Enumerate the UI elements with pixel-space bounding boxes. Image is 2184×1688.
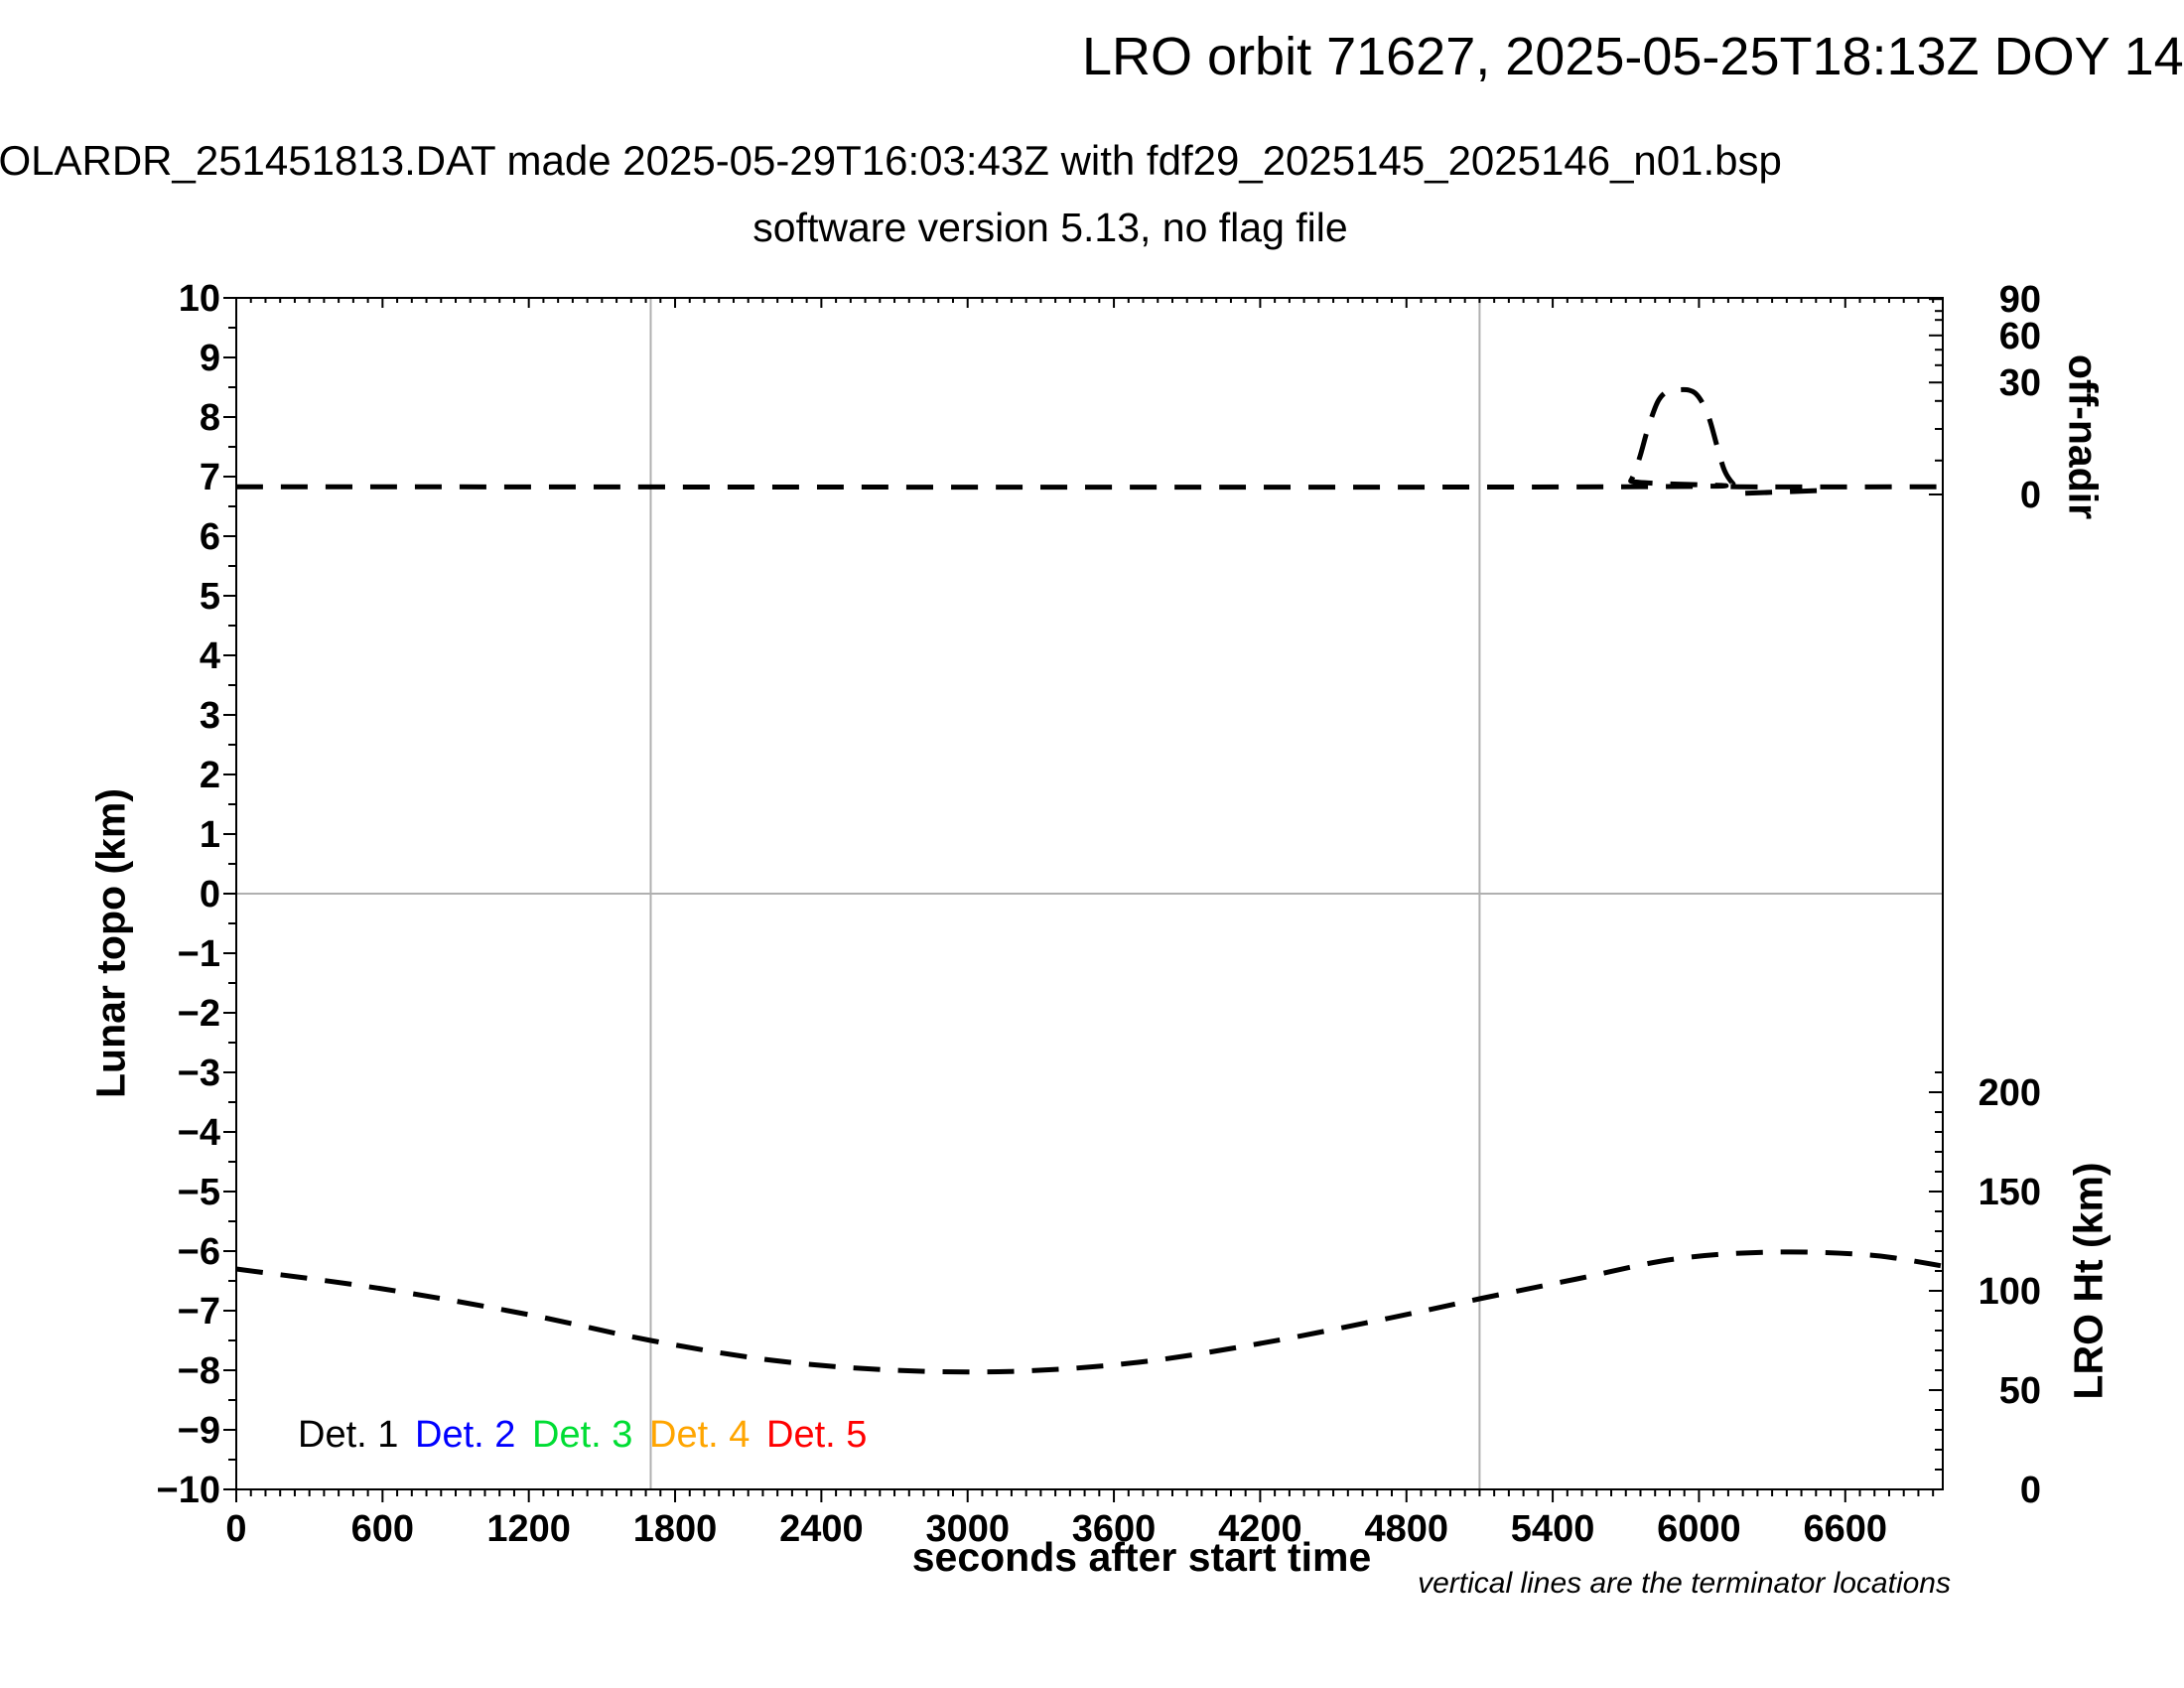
svg-text:150: 150 xyxy=(1979,1172,2041,1213)
svg-text:0: 0 xyxy=(200,874,220,915)
y-axis-height-ticks: 0 50 100 150 200 xyxy=(1929,1071,2041,1511)
svg-text:50: 50 xyxy=(1999,1370,2041,1412)
svg-text:−2: −2 xyxy=(178,993,220,1035)
svg-text:−4: −4 xyxy=(178,1112,220,1154)
svg-text:3000: 3000 xyxy=(925,1508,1010,1550)
svg-text:0: 0 xyxy=(2020,1470,2041,1511)
svg-text:7: 7 xyxy=(200,457,220,498)
svg-text:200: 200 xyxy=(1979,1072,2041,1114)
svg-text:−6: −6 xyxy=(178,1231,220,1273)
title-text-pre: LRO orbit 71627, 2025-05-25T18:13Z DOY 1… xyxy=(1082,27,2184,86)
legend-item-det2: Det. 2 xyxy=(415,1414,516,1456)
svg-text:1800: 1800 xyxy=(633,1508,718,1550)
svg-text:5: 5 xyxy=(200,576,220,618)
svg-text:6600: 6600 xyxy=(1803,1508,1887,1550)
series-lro-height xyxy=(235,1249,1944,1375)
svg-text:3: 3 xyxy=(200,695,220,737)
subtitle-software-version: software version 5.13, no flag file xyxy=(752,205,1348,250)
x-axis-label: seconds after start time xyxy=(911,1534,1372,1580)
svg-text:6000: 6000 xyxy=(1657,1508,1741,1550)
legend-item-det1: Det. 1 xyxy=(298,1414,399,1456)
svg-text:30: 30 xyxy=(1999,362,2041,404)
svg-text:90: 90 xyxy=(1999,279,2041,321)
svg-text:1: 1 xyxy=(200,814,220,856)
page-title: LRO orbit 71627, 2025-05-25T18:13Z DOY 1… xyxy=(1082,26,2184,95)
data-series xyxy=(235,386,1944,1375)
reference-lines xyxy=(236,298,1943,1489)
svg-text:10: 10 xyxy=(179,278,220,320)
svg-text:−5: −5 xyxy=(178,1172,220,1213)
svg-text:4: 4 xyxy=(200,635,220,677)
legend-item-det5: Det. 5 xyxy=(766,1414,868,1456)
svg-text:2: 2 xyxy=(200,755,220,796)
svg-text:−1: −1 xyxy=(178,933,220,975)
svg-text:3600: 3600 xyxy=(1072,1508,1157,1550)
svg-text:−7: −7 xyxy=(178,1291,220,1333)
series-off-nadir-overlap-segment xyxy=(1744,488,1827,496)
terminator-note: vertical lines are the terminator locati… xyxy=(1418,1567,1951,1600)
svg-text:60: 60 xyxy=(1999,316,2041,357)
svg-text:100: 100 xyxy=(1979,1271,2041,1313)
legend-item-det3: Det. 3 xyxy=(532,1414,633,1456)
y-axis-label-offnadir: off-nadir xyxy=(2060,353,2107,520)
y-axis-label-lro-height: LRO Ht (km) xyxy=(2065,1162,2112,1400)
svg-text:4200: 4200 xyxy=(1218,1508,1302,1550)
svg-text:1200: 1200 xyxy=(486,1508,571,1550)
x-axis-tick-labels: 0 600 1200 1800 2400 3000 3600 4200 4800 5400 6000… xyxy=(225,1508,1887,1550)
legend-item-det4: Det. 4 xyxy=(649,1414,751,1456)
svg-text:0: 0 xyxy=(225,1508,246,1550)
svg-text:−8: −8 xyxy=(178,1350,220,1392)
svg-text:−3: −3 xyxy=(178,1053,220,1094)
x-axis-ticks xyxy=(235,298,1935,1502)
svg-text:600: 600 xyxy=(351,1508,414,1550)
subtitle-file-info: LOLARDR_251451813.DAT made 2025-05-29T16… xyxy=(0,137,1782,184)
svg-text:8: 8 xyxy=(200,397,220,439)
svg-text:9: 9 xyxy=(200,338,220,379)
series-off-nadir-angle-dashed-topo-axis-units- xyxy=(235,386,1944,491)
svg-text:−9: −9 xyxy=(178,1410,220,1452)
svg-text:−10: −10 xyxy=(157,1470,220,1511)
svg-text:5400: 5400 xyxy=(1511,1508,1595,1550)
svg-text:0: 0 xyxy=(2020,475,2041,516)
svg-text:4800: 4800 xyxy=(1364,1508,1448,1550)
y-axis-label-left: Lunar topo (km) xyxy=(87,787,134,1099)
svg-text:2400: 2400 xyxy=(779,1508,864,1550)
svg-text:6: 6 xyxy=(200,516,220,558)
